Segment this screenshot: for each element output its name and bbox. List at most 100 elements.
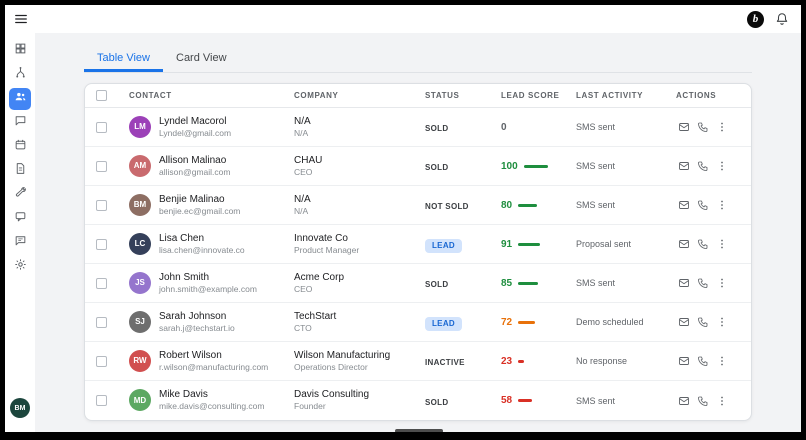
email-action-icon[interactable]: [678, 238, 690, 250]
email-action-icon[interactable]: [678, 121, 690, 133]
status-badge: SOLD: [425, 397, 449, 407]
row-checkbox-cell: [85, 160, 129, 172]
last-activity: SMS sent: [576, 395, 616, 406]
more-options-icon[interactable]: [716, 121, 728, 133]
actions-cell: [676, 395, 751, 407]
contact-texts: Lyndel Macorol Lyndel@gmail.com: [159, 115, 231, 139]
tab-table-view[interactable]: Table View: [84, 45, 163, 72]
contact-name: Allison Malinao: [159, 154, 227, 166]
more-options-icon[interactable]: [716, 355, 728, 367]
contact-cell: RW Robert Wilson r.wilson@manufacturing.…: [129, 349, 294, 373]
table-header: CONTACT COMPANY STATUS LEAD SCORE LAST A…: [85, 84, 751, 108]
email-action-icon[interactable]: [678, 355, 690, 367]
email-action-icon[interactable]: [678, 277, 690, 289]
more-options-icon[interactable]: [716, 238, 728, 250]
more-options-icon[interactable]: [716, 395, 728, 407]
call-action-icon[interactable]: [697, 199, 709, 211]
email-action-icon[interactable]: [678, 316, 690, 328]
row-checkbox-cell: [85, 355, 129, 367]
sidebar-item-chat[interactable]: [9, 112, 31, 134]
sidebar-item-tools[interactable]: [9, 184, 31, 206]
contact-texts: Allison Malinao allison@gmail.com: [159, 154, 230, 178]
call-action-icon[interactable]: [697, 316, 709, 328]
contact-texts: John Smith john.smith@example.com: [159, 271, 257, 295]
sidebar-item-dashboard[interactable]: [9, 40, 31, 62]
company-cell: N/A N/A: [294, 115, 425, 139]
table-row: SJ Sarah Johnson sarah.j@techstart.io Te…: [85, 303, 751, 342]
status-cell: LEAD: [425, 313, 501, 331]
company-name: CHAU: [294, 154, 323, 166]
status-badge: SOLD: [425, 280, 449, 289]
lead-score-cell: 58: [501, 395, 576, 406]
contact-avatar: RW: [129, 349, 151, 372]
user-avatar[interactable]: BM: [10, 398, 30, 418]
company-cell: Wilson Manufacturing Operations Director: [294, 349, 425, 373]
table-body: LM Lyndel Macorol Lyndel@gmail.com N/A N…: [85, 108, 751, 420]
documents-icon: [14, 162, 27, 180]
body-row: BM Table View Card View CONTACT COMPANY …: [5, 33, 801, 432]
select-all-checkbox[interactable]: [96, 90, 107, 101]
company-name: N/A: [294, 115, 311, 127]
more-options-icon[interactable]: [716, 160, 728, 172]
company-role: Operations Director: [294, 361, 368, 372]
contact-avatar: AM: [129, 154, 151, 177]
contact-texts: Mike Davis mike.davis@consulting.com: [159, 388, 264, 412]
brand-logo[interactable]: b: [747, 10, 764, 28]
contact-cell: BM Benjie Malinao benjie.ec@gmail.com: [129, 193, 294, 217]
lead-score-cell: 91: [501, 239, 576, 250]
company-cell: TechStart CTO: [294, 310, 425, 334]
sidebar-item-settings[interactable]: [9, 256, 31, 278]
row-checkbox[interactable]: [96, 160, 107, 172]
contact-avatar: SJ: [129, 310, 151, 333]
more-options-icon[interactable]: [716, 316, 728, 328]
row-checkbox[interactable]: [96, 355, 107, 367]
row-checkbox[interactable]: [96, 121, 107, 133]
menu-icon[interactable]: [14, 12, 28, 26]
table-row: BM Benjie Malinao benjie.ec@gmail.com N/…: [85, 186, 751, 225]
row-checkbox[interactable]: [96, 199, 107, 211]
email-action-icon[interactable]: [678, 395, 690, 407]
lead-score-value: 23: [501, 355, 513, 367]
row-checkbox[interactable]: [96, 395, 107, 406]
company-cell: CHAU CEO: [294, 154, 425, 178]
contact-name: Lyndel Macorol: [159, 115, 227, 127]
topbar: b: [5, 5, 801, 33]
sidebar-item-contacts[interactable]: [9, 88, 31, 110]
chat-icon: [14, 114, 27, 132]
actions-cell: [676, 238, 751, 250]
sidebar-item-conversations[interactable]: [9, 208, 31, 230]
call-action-icon[interactable]: [697, 121, 709, 133]
sidebar-item-workflows[interactable]: [9, 64, 31, 86]
actions-cell: [676, 121, 751, 133]
email-action-icon[interactable]: [678, 199, 690, 211]
sidebar-item-documents[interactable]: [9, 160, 31, 182]
company-name: Davis Consulting: [294, 389, 370, 401]
lead-score-cell: 80: [501, 200, 576, 211]
horizontal-scrollbar[interactable]: [395, 429, 443, 432]
call-action-icon[interactable]: [697, 160, 709, 172]
row-checkbox-cell: [85, 199, 129, 211]
notifications-bell-icon[interactable]: [775, 12, 789, 26]
sidebar-item-messages[interactable]: [9, 232, 31, 254]
more-options-icon[interactable]: [716, 199, 728, 211]
call-action-icon[interactable]: [697, 277, 709, 289]
row-checkbox[interactable]: [96, 316, 107, 328]
company-name: TechStart: [294, 310, 337, 322]
call-action-icon[interactable]: [697, 395, 709, 407]
column-status: STATUS: [425, 91, 460, 100]
row-checkbox[interactable]: [96, 238, 107, 250]
tab-card-view[interactable]: Card View: [176, 52, 227, 64]
email-action-icon[interactable]: [678, 160, 690, 172]
status-badge: SOLD: [425, 124, 449, 133]
contact-texts: Sarah Johnson sarah.j@techstart.io: [159, 310, 235, 334]
lead-score-cell: 72: [501, 317, 576, 328]
call-action-icon[interactable]: [697, 355, 709, 367]
sidebar-item-calendar[interactable]: [9, 136, 31, 158]
company-role: CTO: [294, 322, 312, 333]
status-badge: INACTIVE: [425, 358, 465, 367]
more-options-icon[interactable]: [716, 277, 728, 289]
messages-icon: [14, 234, 27, 252]
call-action-icon[interactable]: [697, 238, 709, 250]
row-checkbox[interactable]: [96, 277, 107, 289]
status-badge: SOLD: [425, 163, 449, 172]
